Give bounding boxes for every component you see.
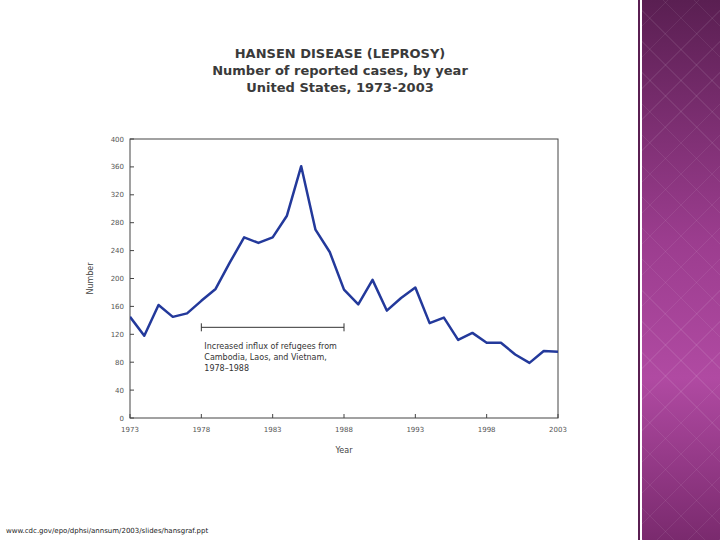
decor-line bbox=[638, 0, 640, 540]
annotation-bracket bbox=[201, 327, 344, 328]
x-axis-label: Year bbox=[335, 446, 354, 455]
y-tick-label: 400 bbox=[111, 136, 124, 144]
plot-marks bbox=[130, 166, 558, 363]
x-tick-label: 1988 bbox=[335, 426, 353, 434]
x-tick bbox=[415, 414, 416, 418]
y-tick-label: 80 bbox=[115, 359, 124, 367]
y-tick bbox=[130, 222, 134, 223]
x-tick bbox=[201, 414, 202, 418]
chart: HANSEN DISEASE (LEPROSY) Number of report… bbox=[0, 0, 720, 540]
y-tick-label: 0 bbox=[120, 415, 124, 423]
annotation-text: Increased influx of refugees from bbox=[204, 342, 337, 351]
data-line bbox=[130, 166, 558, 363]
y-tick-label: 360 bbox=[111, 163, 124, 171]
x-tick-label: 1983 bbox=[264, 426, 282, 434]
y-tick-label: 320 bbox=[111, 191, 124, 199]
y-tick bbox=[130, 278, 134, 279]
y-tick-label: 240 bbox=[111, 247, 124, 255]
y-tick bbox=[130, 139, 134, 140]
x-tick-label: 1978 bbox=[192, 426, 210, 434]
y-tick-label: 160 bbox=[111, 303, 124, 311]
x-tick-label: 2003 bbox=[549, 426, 567, 434]
x-tick bbox=[344, 414, 345, 418]
x-tick bbox=[486, 414, 487, 418]
y-tick bbox=[130, 250, 134, 251]
title: HANSEN DISEASE (LEPROSY) bbox=[235, 46, 446, 61]
y-tick bbox=[130, 362, 134, 363]
y-tick bbox=[130, 390, 134, 391]
x-tick bbox=[130, 414, 131, 418]
y-tick-label: 280 bbox=[111, 219, 124, 227]
x-tick-label: 1993 bbox=[406, 426, 424, 434]
annotation-bracket-end bbox=[201, 323, 202, 331]
x-tick-label: 1973 bbox=[121, 426, 139, 434]
x-tick bbox=[558, 414, 559, 418]
y-tick bbox=[130, 194, 134, 195]
subtitle: Number of reported cases, by year bbox=[212, 63, 468, 78]
annotation-bracket-end bbox=[344, 323, 345, 331]
y-tick bbox=[130, 418, 134, 419]
x-tick bbox=[272, 414, 273, 418]
y-tick bbox=[130, 334, 134, 335]
y-axis-label: Number bbox=[86, 262, 95, 295]
y-tick bbox=[130, 306, 134, 307]
subtitle: United States, 1973-2003 bbox=[246, 80, 433, 95]
y-tick bbox=[130, 166, 134, 167]
y-tick-label: 40 bbox=[115, 387, 124, 395]
decor-strip bbox=[642, 0, 720, 540]
plot-frame bbox=[130, 139, 558, 418]
annotation-text: Cambodia, Laos, and Vietnam, bbox=[204, 353, 327, 362]
y-tick-label: 120 bbox=[111, 331, 124, 339]
x-tick-label: 1998 bbox=[478, 426, 496, 434]
source: www.cdc.gov/epo/dphsi/annsum/2003/slides… bbox=[6, 527, 208, 535]
annotation-text: 1978–1988 bbox=[204, 364, 249, 373]
y-tick-label: 200 bbox=[111, 275, 124, 283]
